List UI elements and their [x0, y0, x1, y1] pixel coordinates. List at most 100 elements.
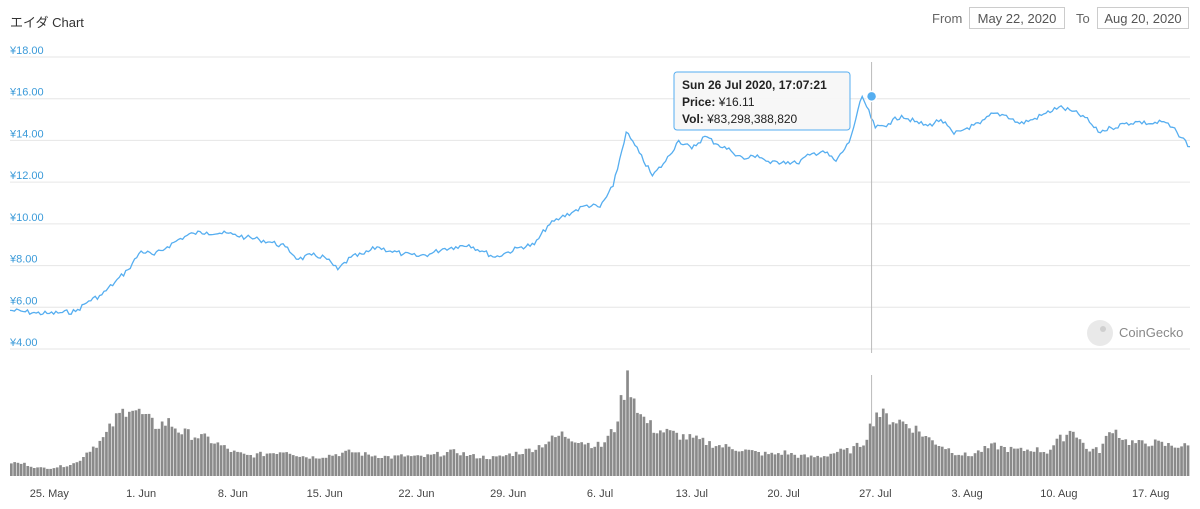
- volume-bar: [1013, 448, 1016, 476]
- volume-bar: [868, 423, 872, 476]
- tooltip-price: Price: ¥16.11: [682, 95, 755, 109]
- volume-bar: [999, 445, 1003, 476]
- volume-bar: [160, 421, 164, 476]
- volume-bar: [1035, 447, 1039, 476]
- volume-bar: [1016, 448, 1019, 476]
- volume-bar: [406, 455, 410, 476]
- volume-bar: [255, 453, 259, 476]
- x-tick-label: 27. Jul: [859, 488, 891, 500]
- volume-bar: [914, 425, 918, 476]
- volume-bar: [128, 411, 131, 476]
- volume-bar: [1052, 445, 1055, 476]
- volume-bar: [134, 410, 138, 476]
- volume-bar: [386, 456, 390, 476]
- volume-bar: [1114, 429, 1118, 476]
- volume-bar: [858, 446, 862, 476]
- volume-bar: [1022, 451, 1026, 476]
- volume-bar: [400, 454, 403, 476]
- volume-bar: [114, 413, 118, 476]
- volume-bar: [740, 451, 744, 476]
- volume-bar: [488, 459, 492, 476]
- volume-bar: [1167, 443, 1170, 476]
- y-tick-label: ¥18.00: [9, 45, 44, 57]
- volume-bar: [42, 467, 46, 476]
- volume-bar: [822, 456, 826, 476]
- volume-bar: [173, 428, 177, 476]
- volume-bar: [636, 412, 639, 476]
- volume-bar: [85, 452, 89, 476]
- volume-bar: [1101, 443, 1105, 476]
- volume-bar: [793, 454, 797, 476]
- volume-bar: [891, 422, 895, 476]
- volume-bar: [927, 437, 931, 476]
- volume-bar: [19, 463, 23, 476]
- volume-bar: [305, 457, 308, 476]
- volume-bar: [908, 428, 911, 476]
- volume-bar: [957, 454, 960, 476]
- volume-bar: [714, 446, 718, 476]
- y-axis-ticks: ¥4.00 ¥6.00 ¥8.00 ¥10.00 ¥12.00 ¥14.00 ¥16.00 ¥…: [9, 45, 44, 349]
- volume-bar: [203, 433, 207, 476]
- volume-bar: [895, 423, 898, 476]
- volume-bar: [1137, 440, 1141, 476]
- highlight-point[interactable]: [865, 90, 878, 103]
- tooltip-vol: Vol: ¥83,298,388,820: [682, 112, 798, 126]
- volume-bar: [836, 451, 839, 476]
- volume-bar: [839, 448, 842, 476]
- volume-bar: [832, 453, 836, 476]
- x-tick-label: 3. Aug: [952, 488, 983, 500]
- volume-bar: [554, 437, 557, 476]
- volume-bar: [862, 445, 865, 476]
- volume-bar: [698, 439, 701, 476]
- volume-bar: [62, 467, 66, 476]
- volume-bar: [105, 431, 108, 476]
- volume-bar: [1111, 433, 1114, 476]
- volume-bar: [347, 449, 351, 476]
- volume-bar: [416, 455, 420, 476]
- volume-bar: [796, 457, 800, 476]
- volume-bar: [308, 458, 311, 476]
- y-tick-label: ¥12.00: [9, 170, 44, 182]
- volume-bar: [419, 455, 423, 476]
- volume-bar: [826, 456, 829, 476]
- volume-bar: [232, 450, 236, 476]
- to-date-input[interactable]: [1097, 7, 1189, 29]
- volume-bar: [1009, 446, 1013, 476]
- gecko-icon: [1087, 320, 1113, 346]
- volume-bar: [118, 412, 121, 476]
- volume-bar: [711, 447, 715, 476]
- volume-bar: [1160, 441, 1164, 476]
- volume-bar: [773, 454, 777, 476]
- volume-bar: [501, 456, 505, 476]
- volume-bar: [518, 454, 521, 476]
- volume-bar: [924, 436, 928, 476]
- x-tick-label: 25. May: [30, 488, 70, 500]
- volume-bar: [491, 456, 495, 476]
- volume-bar: [436, 451, 439, 476]
- volume-bar: [121, 408, 125, 476]
- volume-bar: [465, 456, 469, 476]
- volume-bar: [1072, 431, 1075, 476]
- volume-bar: [642, 416, 646, 476]
- volume-bar: [917, 431, 921, 476]
- volume-bar: [370, 456, 374, 476]
- volume-bar: [1094, 447, 1098, 476]
- volume-bar: [1003, 447, 1006, 476]
- volume-bar: [265, 453, 269, 476]
- x-tick-label: 10. Aug: [1040, 488, 1077, 500]
- volume-bar: [963, 452, 967, 476]
- volume-bar: [560, 431, 564, 476]
- y-tick-label: ¥14.00: [9, 128, 44, 140]
- volume-bar: [403, 456, 406, 476]
- volume-bar: [1124, 439, 1128, 476]
- volume-bar: [1026, 449, 1029, 476]
- volume-bar: [590, 448, 593, 476]
- volume-bar: [334, 454, 338, 476]
- volume-bar: [1081, 442, 1085, 476]
- volume-bar: [278, 452, 282, 476]
- volume-bar: [226, 448, 229, 476]
- volume-bar: [780, 454, 783, 476]
- from-date-input[interactable]: [969, 7, 1065, 29]
- volume-bar: [659, 430, 662, 476]
